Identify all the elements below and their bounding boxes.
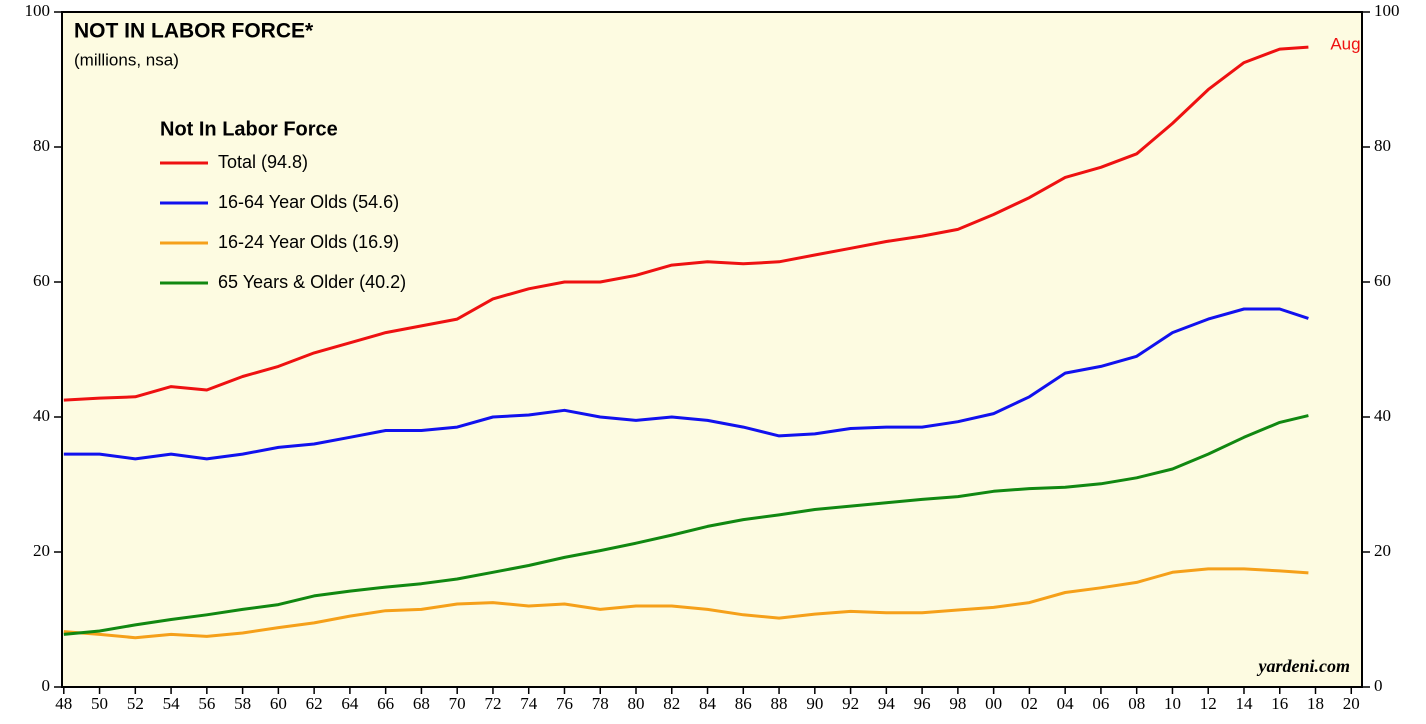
x-tick-label: 90 bbox=[806, 694, 823, 713]
x-tick-label: 70 bbox=[449, 694, 466, 713]
y-tick-label: 60 bbox=[33, 271, 50, 290]
y-tick-label: 20 bbox=[33, 541, 50, 560]
x-tick-label: 68 bbox=[413, 694, 430, 713]
legend-label: 16-64 Year Olds (54.6) bbox=[218, 192, 399, 212]
chart-title: NOT IN LABOR FORCE* bbox=[74, 20, 314, 43]
x-tick-label: 54 bbox=[163, 694, 181, 713]
x-tick-label: 86 bbox=[735, 694, 752, 713]
x-tick-label: 96 bbox=[914, 694, 931, 713]
legend-label: 65 Years & Older (40.2) bbox=[218, 272, 406, 292]
x-tick-label: 12 bbox=[1200, 694, 1217, 713]
x-tick-label: 66 bbox=[377, 694, 394, 713]
x-tick-label: 00 bbox=[985, 694, 1002, 713]
x-tick-label: 58 bbox=[234, 694, 251, 713]
x-tick-label: 80 bbox=[628, 694, 645, 713]
x-tick-label: 10 bbox=[1164, 694, 1181, 713]
x-tick-label: 52 bbox=[127, 694, 144, 713]
x-tick-label: 84 bbox=[699, 694, 717, 713]
x-tick-label: 92 bbox=[842, 694, 859, 713]
x-tick-label: 18 bbox=[1307, 694, 1324, 713]
x-tick-label: 76 bbox=[556, 694, 573, 713]
y2-tick-label: 40 bbox=[1374, 406, 1391, 425]
x-tick-label: 82 bbox=[663, 694, 680, 713]
series-line bbox=[63, 307, 1309, 461]
y-tick-label: 40 bbox=[33, 406, 50, 425]
x-tick-label: 62 bbox=[306, 694, 323, 713]
x-tick-label: 48 bbox=[55, 694, 72, 713]
chart-subtitle: (millions, nsa) bbox=[74, 50, 179, 69]
x-tick-label: 04 bbox=[1057, 694, 1075, 713]
legend-label: Total (94.8) bbox=[218, 152, 308, 172]
x-tick-label: 78 bbox=[592, 694, 609, 713]
y2-tick-label: 80 bbox=[1374, 136, 1391, 155]
x-tick-label: 14 bbox=[1235, 694, 1253, 713]
legend-label: 16-24 Year Olds (16.9) bbox=[218, 232, 399, 252]
x-tick-label: 50 bbox=[91, 694, 108, 713]
y2-tick-label: 20 bbox=[1374, 541, 1391, 560]
y2-tick-label: 0 bbox=[1374, 676, 1383, 695]
source: yardeni.com bbox=[1257, 656, 1351, 676]
y-tick-label: 0 bbox=[42, 676, 51, 695]
x-tick-label: 56 bbox=[198, 694, 215, 713]
y2-tick-label: 60 bbox=[1374, 271, 1391, 290]
x-tick-label: 06 bbox=[1092, 694, 1109, 713]
x-tick-label: 16 bbox=[1271, 694, 1288, 713]
x-tick-label: 60 bbox=[270, 694, 287, 713]
x-tick-label: 02 bbox=[1021, 694, 1038, 713]
annotation: Aug bbox=[1330, 35, 1360, 54]
x-tick-label: 98 bbox=[949, 694, 966, 713]
x-tick-label: 08 bbox=[1128, 694, 1145, 713]
x-tick-label: 72 bbox=[484, 694, 501, 713]
legend-title: Not In Labor Force bbox=[160, 118, 338, 140]
x-tick-label: 94 bbox=[878, 694, 896, 713]
y2-tick-label: 100 bbox=[1374, 1, 1400, 20]
x-tick-label: 74 bbox=[520, 694, 538, 713]
series-line bbox=[63, 45, 1309, 402]
plot-area bbox=[61, 11, 1363, 688]
x-tick-label: 88 bbox=[771, 694, 788, 713]
y-tick-label: 100 bbox=[25, 1, 51, 20]
marks bbox=[63, 45, 1309, 640]
series-line bbox=[63, 567, 1309, 640]
x-tick-label: 64 bbox=[341, 694, 359, 713]
x-tick-label: 20 bbox=[1343, 694, 1360, 713]
series-line bbox=[63, 414, 1309, 636]
y-tick-label: 80 bbox=[33, 136, 50, 155]
